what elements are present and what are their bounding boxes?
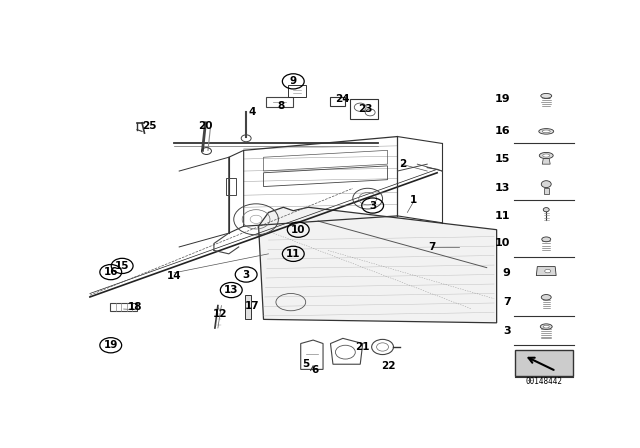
Polygon shape [259, 207, 497, 323]
Polygon shape [536, 267, 556, 276]
Text: 19: 19 [495, 94, 511, 103]
Text: 11: 11 [495, 211, 511, 221]
Text: 15: 15 [115, 261, 129, 271]
Text: 8: 8 [278, 100, 285, 111]
Text: 20: 20 [198, 121, 212, 131]
Text: 4: 4 [249, 108, 256, 117]
Ellipse shape [543, 154, 550, 157]
Ellipse shape [540, 152, 553, 159]
Text: 6: 6 [311, 366, 318, 375]
Text: 12: 12 [213, 309, 228, 319]
Polygon shape [544, 188, 548, 194]
Text: 11: 11 [286, 249, 301, 259]
Text: 25: 25 [142, 121, 157, 131]
Text: 9: 9 [290, 76, 297, 86]
Text: 18: 18 [128, 302, 143, 312]
Text: 10: 10 [291, 225, 305, 235]
Ellipse shape [541, 94, 552, 98]
Text: 17: 17 [245, 301, 260, 310]
Ellipse shape [541, 294, 551, 300]
Text: 2: 2 [399, 159, 406, 169]
Ellipse shape [543, 325, 549, 328]
Ellipse shape [542, 130, 550, 133]
Text: 7: 7 [503, 297, 511, 307]
Ellipse shape [539, 129, 554, 134]
Text: 13: 13 [495, 183, 511, 193]
Text: 3: 3 [369, 201, 376, 211]
Text: 16: 16 [495, 126, 511, 136]
Text: 24: 24 [335, 94, 350, 103]
Text: 14: 14 [167, 271, 182, 281]
Polygon shape [244, 295, 251, 319]
Text: 15: 15 [495, 154, 511, 164]
Polygon shape [515, 350, 573, 376]
Ellipse shape [542, 237, 550, 242]
Text: 3: 3 [243, 270, 250, 280]
Polygon shape [542, 159, 550, 164]
Text: 13: 13 [224, 285, 239, 295]
Text: 22: 22 [381, 361, 396, 371]
Text: 16: 16 [104, 267, 118, 277]
Text: 7: 7 [428, 242, 436, 252]
Text: 9: 9 [502, 268, 511, 278]
Text: 19: 19 [104, 340, 118, 350]
Ellipse shape [545, 269, 550, 273]
Text: 21: 21 [355, 342, 370, 352]
Text: 5: 5 [302, 359, 309, 369]
Ellipse shape [541, 181, 551, 188]
Text: 00148442: 00148442 [525, 377, 563, 386]
Ellipse shape [540, 324, 552, 329]
Text: 1: 1 [410, 195, 417, 205]
Ellipse shape [543, 207, 549, 212]
Text: 10: 10 [495, 238, 511, 249]
Text: 3: 3 [503, 327, 511, 336]
Text: 23: 23 [358, 104, 372, 114]
